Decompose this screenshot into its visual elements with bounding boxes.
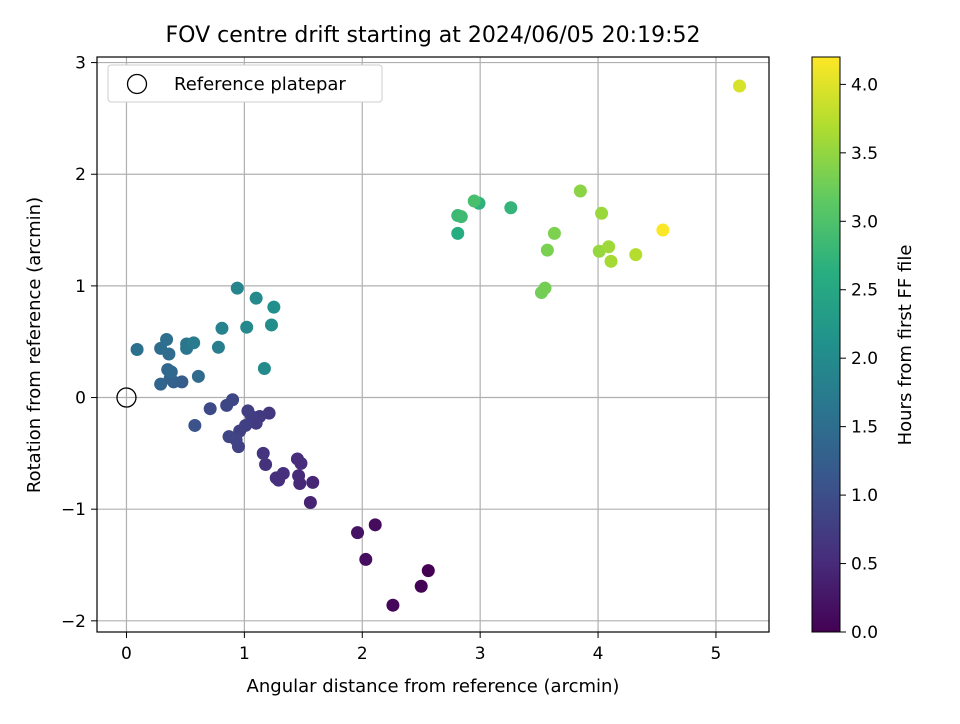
chart-title: FOV centre drift starting at 2024/06/05 … (166, 23, 701, 48)
colorbar-tick-label: 0.5 (851, 555, 878, 575)
plot-area (97, 57, 769, 632)
data-point (290, 452, 304, 466)
y-tick-label: 1 (75, 277, 86, 297)
data-point (154, 377, 168, 391)
x-tick-label: 2 (357, 644, 368, 664)
data-point (257, 362, 271, 376)
legend-label: Reference platepar (174, 74, 346, 95)
data-point (220, 398, 234, 412)
y-axis-label: Rotation from reference (arcmin) (24, 197, 45, 493)
colorbar-gradient (811, 56, 841, 633)
y-tick-label: 2 (75, 165, 86, 185)
data-point (733, 79, 747, 93)
y-axis-ticks: −2 −1 0 1 2 3 (61, 54, 97, 632)
reference-platepar-marker (116, 387, 137, 408)
data-point (414, 579, 428, 593)
x-tick-label: 4 (593, 644, 604, 664)
colorbar-tick-label: 0.0 (851, 623, 878, 643)
x-axis-label: Angular distance from reference (arcmin) (247, 676, 620, 697)
data-point (164, 365, 178, 379)
colorbar-tick-label: 3.0 (851, 212, 878, 232)
colorbar-tick-label: 1.0 (851, 486, 878, 506)
data-point (249, 291, 263, 305)
colorbar-tick-label: 3.5 (851, 144, 878, 164)
data-point (504, 201, 518, 215)
data-points (130, 79, 747, 612)
colorbar-tick-label: 4.0 (851, 75, 878, 95)
data-point (454, 210, 468, 224)
x-tick-label: 1 (239, 644, 250, 664)
data-point (240, 320, 254, 334)
colorbar-ticks: 0.0 0.5 1.0 1.5 2.0 2.5 3.0 3.5 4.0 (840, 75, 878, 643)
colorbar-tick-label: 2.5 (851, 281, 878, 301)
grid (97, 57, 769, 632)
data-point (303, 495, 317, 509)
y-tick-label: −2 (61, 612, 86, 632)
data-point (629, 248, 643, 262)
data-point (187, 336, 201, 350)
y-tick-label: −1 (61, 500, 86, 520)
legend-box (107, 64, 383, 103)
data-point (230, 281, 244, 295)
data-point (604, 254, 618, 268)
data-point (386, 598, 400, 612)
data-point (264, 318, 278, 332)
data-point (595, 206, 609, 220)
x-tick-label: 0 (121, 644, 132, 664)
colorbar: 0.0 0.5 1.0 1.5 2.0 2.5 3.0 3.5 4.0 Hours from f… (811, 56, 916, 643)
data-point (467, 194, 481, 208)
data-point (351, 526, 365, 540)
reference-marker-layer (116, 387, 137, 408)
x-axis-ticks: 0 1 2 3 4 5 (121, 632, 721, 664)
data-point (215, 321, 229, 335)
legend: Reference platepar (107, 64, 383, 103)
colorbar-tick-label: 2.0 (851, 349, 878, 369)
data-point (269, 471, 283, 485)
colorbar-tick-label: 1.5 (851, 418, 878, 438)
data-point (256, 446, 270, 460)
data-point (359, 552, 373, 566)
y-tick-label: 3 (75, 54, 86, 74)
legend-marker (126, 73, 148, 95)
colorbar-label: Hours from first FF file (895, 245, 916, 446)
data-point (306, 475, 320, 489)
data-point (191, 369, 205, 383)
x-tick-label: 3 (475, 644, 486, 664)
data-point (160, 332, 174, 346)
data-point (267, 300, 281, 314)
x-tick-label: 5 (711, 644, 722, 664)
data-point (241, 404, 255, 418)
data-point (451, 226, 465, 240)
data-point (547, 226, 561, 240)
data-point (188, 418, 202, 432)
data-point (602, 240, 616, 254)
data-point (540, 243, 554, 257)
data-point (538, 281, 552, 295)
data-point (573, 184, 587, 198)
data-point (421, 564, 435, 578)
y-tick-label: 0 (75, 389, 86, 409)
data-point (203, 402, 217, 416)
data-point (656, 223, 670, 237)
plot-frame (96, 56, 770, 633)
data-point (259, 458, 273, 472)
data-point (222, 430, 236, 444)
data-point (130, 343, 144, 357)
data-point (368, 518, 382, 532)
data-point (211, 340, 225, 354)
data-point (292, 469, 306, 483)
